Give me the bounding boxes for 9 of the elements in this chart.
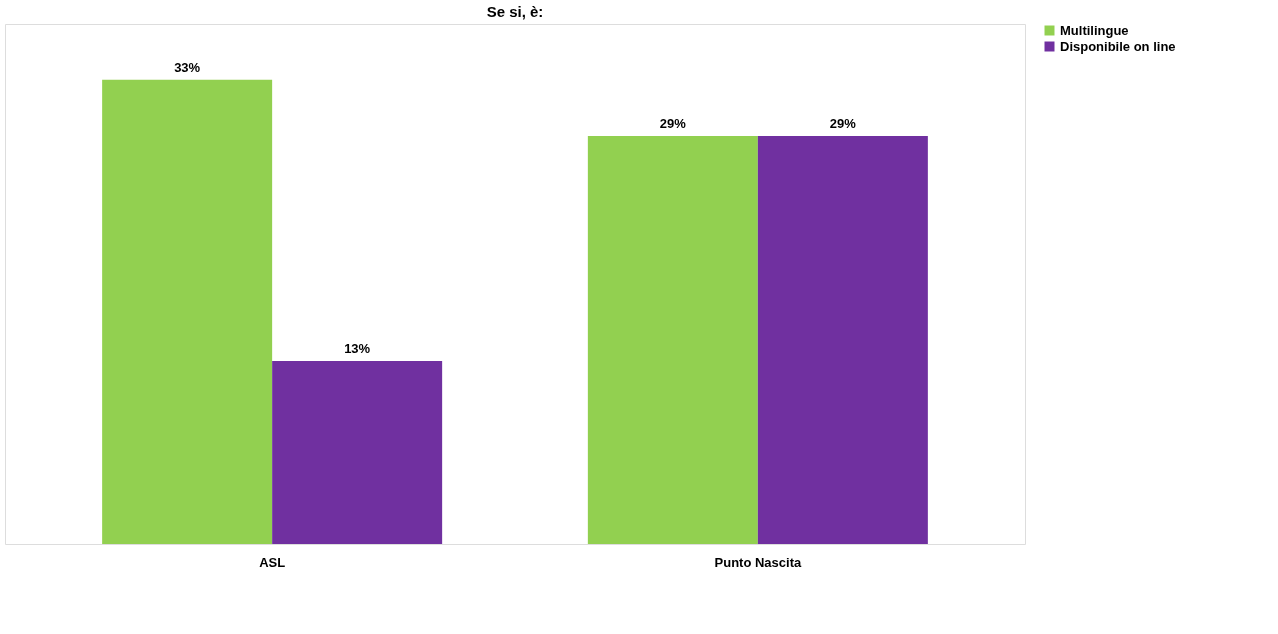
data-label: 13% [344, 341, 371, 357]
legend-label: Disponibile on line [1060, 38, 1176, 54]
data-label: 29% [659, 115, 687, 131]
x-tick-label: Punto Nascita [714, 554, 802, 570]
data-label: 33% [174, 59, 201, 75]
x-tick-label: ASL [259, 554, 286, 570]
legend-label: Multilingue [1060, 22, 1129, 38]
chart-title: Se si, è: [486, 3, 544, 20]
data-label: 29% [829, 115, 857, 131]
